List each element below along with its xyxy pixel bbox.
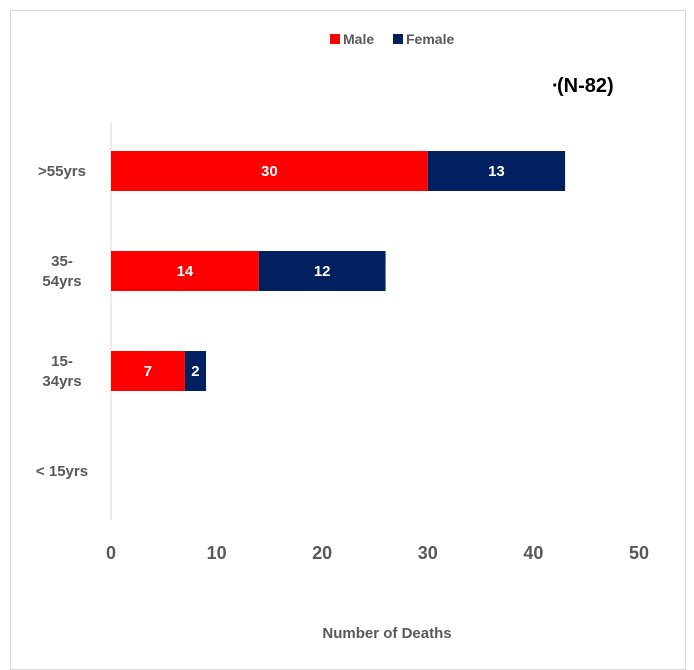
y-tick-labels: < 15yrs 15-34yrs 35-54yrs >55yrs xyxy=(36,163,88,480)
y-tick-label-2: 35-54yrs xyxy=(42,253,81,290)
x-tick-label-0: 0 xyxy=(106,543,116,563)
legend: Male Female xyxy=(330,31,454,47)
x-axis-title: Number of Deaths xyxy=(322,625,451,642)
data-label-female-1: 2 xyxy=(191,363,199,380)
bar-male-1 xyxy=(111,351,185,391)
legend-swatch-male xyxy=(330,34,340,44)
sample-size-annotation: (N-82) xyxy=(557,75,614,97)
bars-group xyxy=(111,151,566,391)
legend-swatch-female xyxy=(393,34,403,44)
data-label-female-3: 13 xyxy=(488,163,505,180)
y-tick-label-0: < 15yrs xyxy=(36,463,88,480)
x-tick-label-5: 50 xyxy=(629,543,649,563)
y-tick-label-1: 15-34yrs xyxy=(42,353,81,390)
x-tick-label-1: 10 xyxy=(207,543,227,563)
annotation-prefix: · xyxy=(552,75,559,97)
legend-label-male: Male xyxy=(343,31,374,47)
data-labels-group: 7 2 14 12 30 13 xyxy=(144,163,505,380)
data-label-male-2: 14 xyxy=(177,263,194,280)
bar-male-3 xyxy=(111,151,428,191)
bar-female-3 xyxy=(427,151,566,191)
data-label-female-2: 12 xyxy=(314,263,331,280)
y-tick-label-3: >55yrs xyxy=(38,163,86,180)
x-tick-label-2: 20 xyxy=(312,543,332,563)
bar-male-2 xyxy=(111,251,259,291)
x-tick-label-4: 40 xyxy=(523,543,543,563)
bar-female-2 xyxy=(258,251,386,291)
data-label-male-1: 7 xyxy=(144,363,152,380)
bar-chart: Male Female · (N-82) 7 2 14 12 30 13 < 15yrs 1… xyxy=(36,31,649,642)
data-label-male-3: 30 xyxy=(261,163,278,180)
x-tick-label-3: 30 xyxy=(418,543,438,563)
x-tick-labels: 0 10 20 30 40 50 xyxy=(106,543,649,563)
bar-female-1 xyxy=(184,351,207,391)
legend-label-female: Female xyxy=(406,31,454,47)
